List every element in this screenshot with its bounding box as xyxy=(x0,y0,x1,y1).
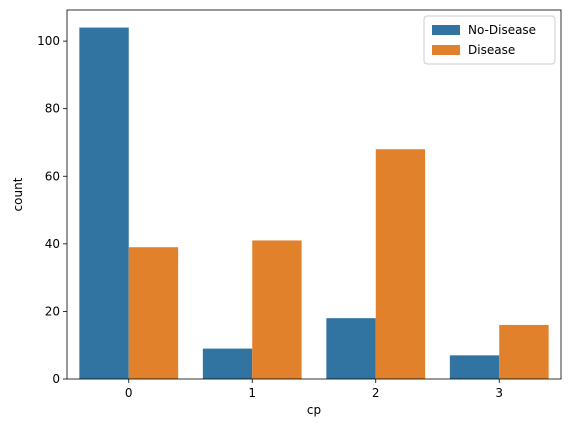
y-axis-label: count xyxy=(11,177,25,211)
y-tick-label: 0 xyxy=(52,372,60,386)
bar-disease-2 xyxy=(375,149,426,379)
bar-no-disease-0 xyxy=(79,27,129,379)
legend-swatch-no-disease xyxy=(432,25,460,35)
y-tick-label: 100 xyxy=(37,34,60,48)
plot-frame xyxy=(66,9,562,380)
y-tick-label: 80 xyxy=(45,102,60,116)
bar-disease-0 xyxy=(128,247,179,379)
legend-label-disease: Disease xyxy=(468,43,515,57)
axes-group: 0 20 40 60 80 100 0 1 2 3 xyxy=(37,9,562,400)
y-tick-label: 20 xyxy=(45,304,60,318)
bar-no-disease-3 xyxy=(449,355,500,379)
legend-swatch-disease xyxy=(432,45,460,55)
bar-no-disease-2 xyxy=(326,318,376,379)
x-tick-label: 1 xyxy=(248,386,256,400)
bar-disease-1 xyxy=(252,240,302,379)
x-tick-label: 0 xyxy=(125,386,133,400)
y-tick-label: 40 xyxy=(45,237,60,251)
x-axis-label: cp xyxy=(307,403,321,417)
legend: No-Disease Disease xyxy=(423,15,556,65)
x-tick-label: 3 xyxy=(495,386,503,400)
x-tick-label: 2 xyxy=(372,386,380,400)
bar-no-disease-1 xyxy=(202,348,253,379)
legend-label-no-disease: No-Disease xyxy=(468,23,536,37)
bar-disease-3 xyxy=(499,324,549,379)
bars-group xyxy=(79,27,549,379)
y-tick-label: 60 xyxy=(45,169,60,183)
